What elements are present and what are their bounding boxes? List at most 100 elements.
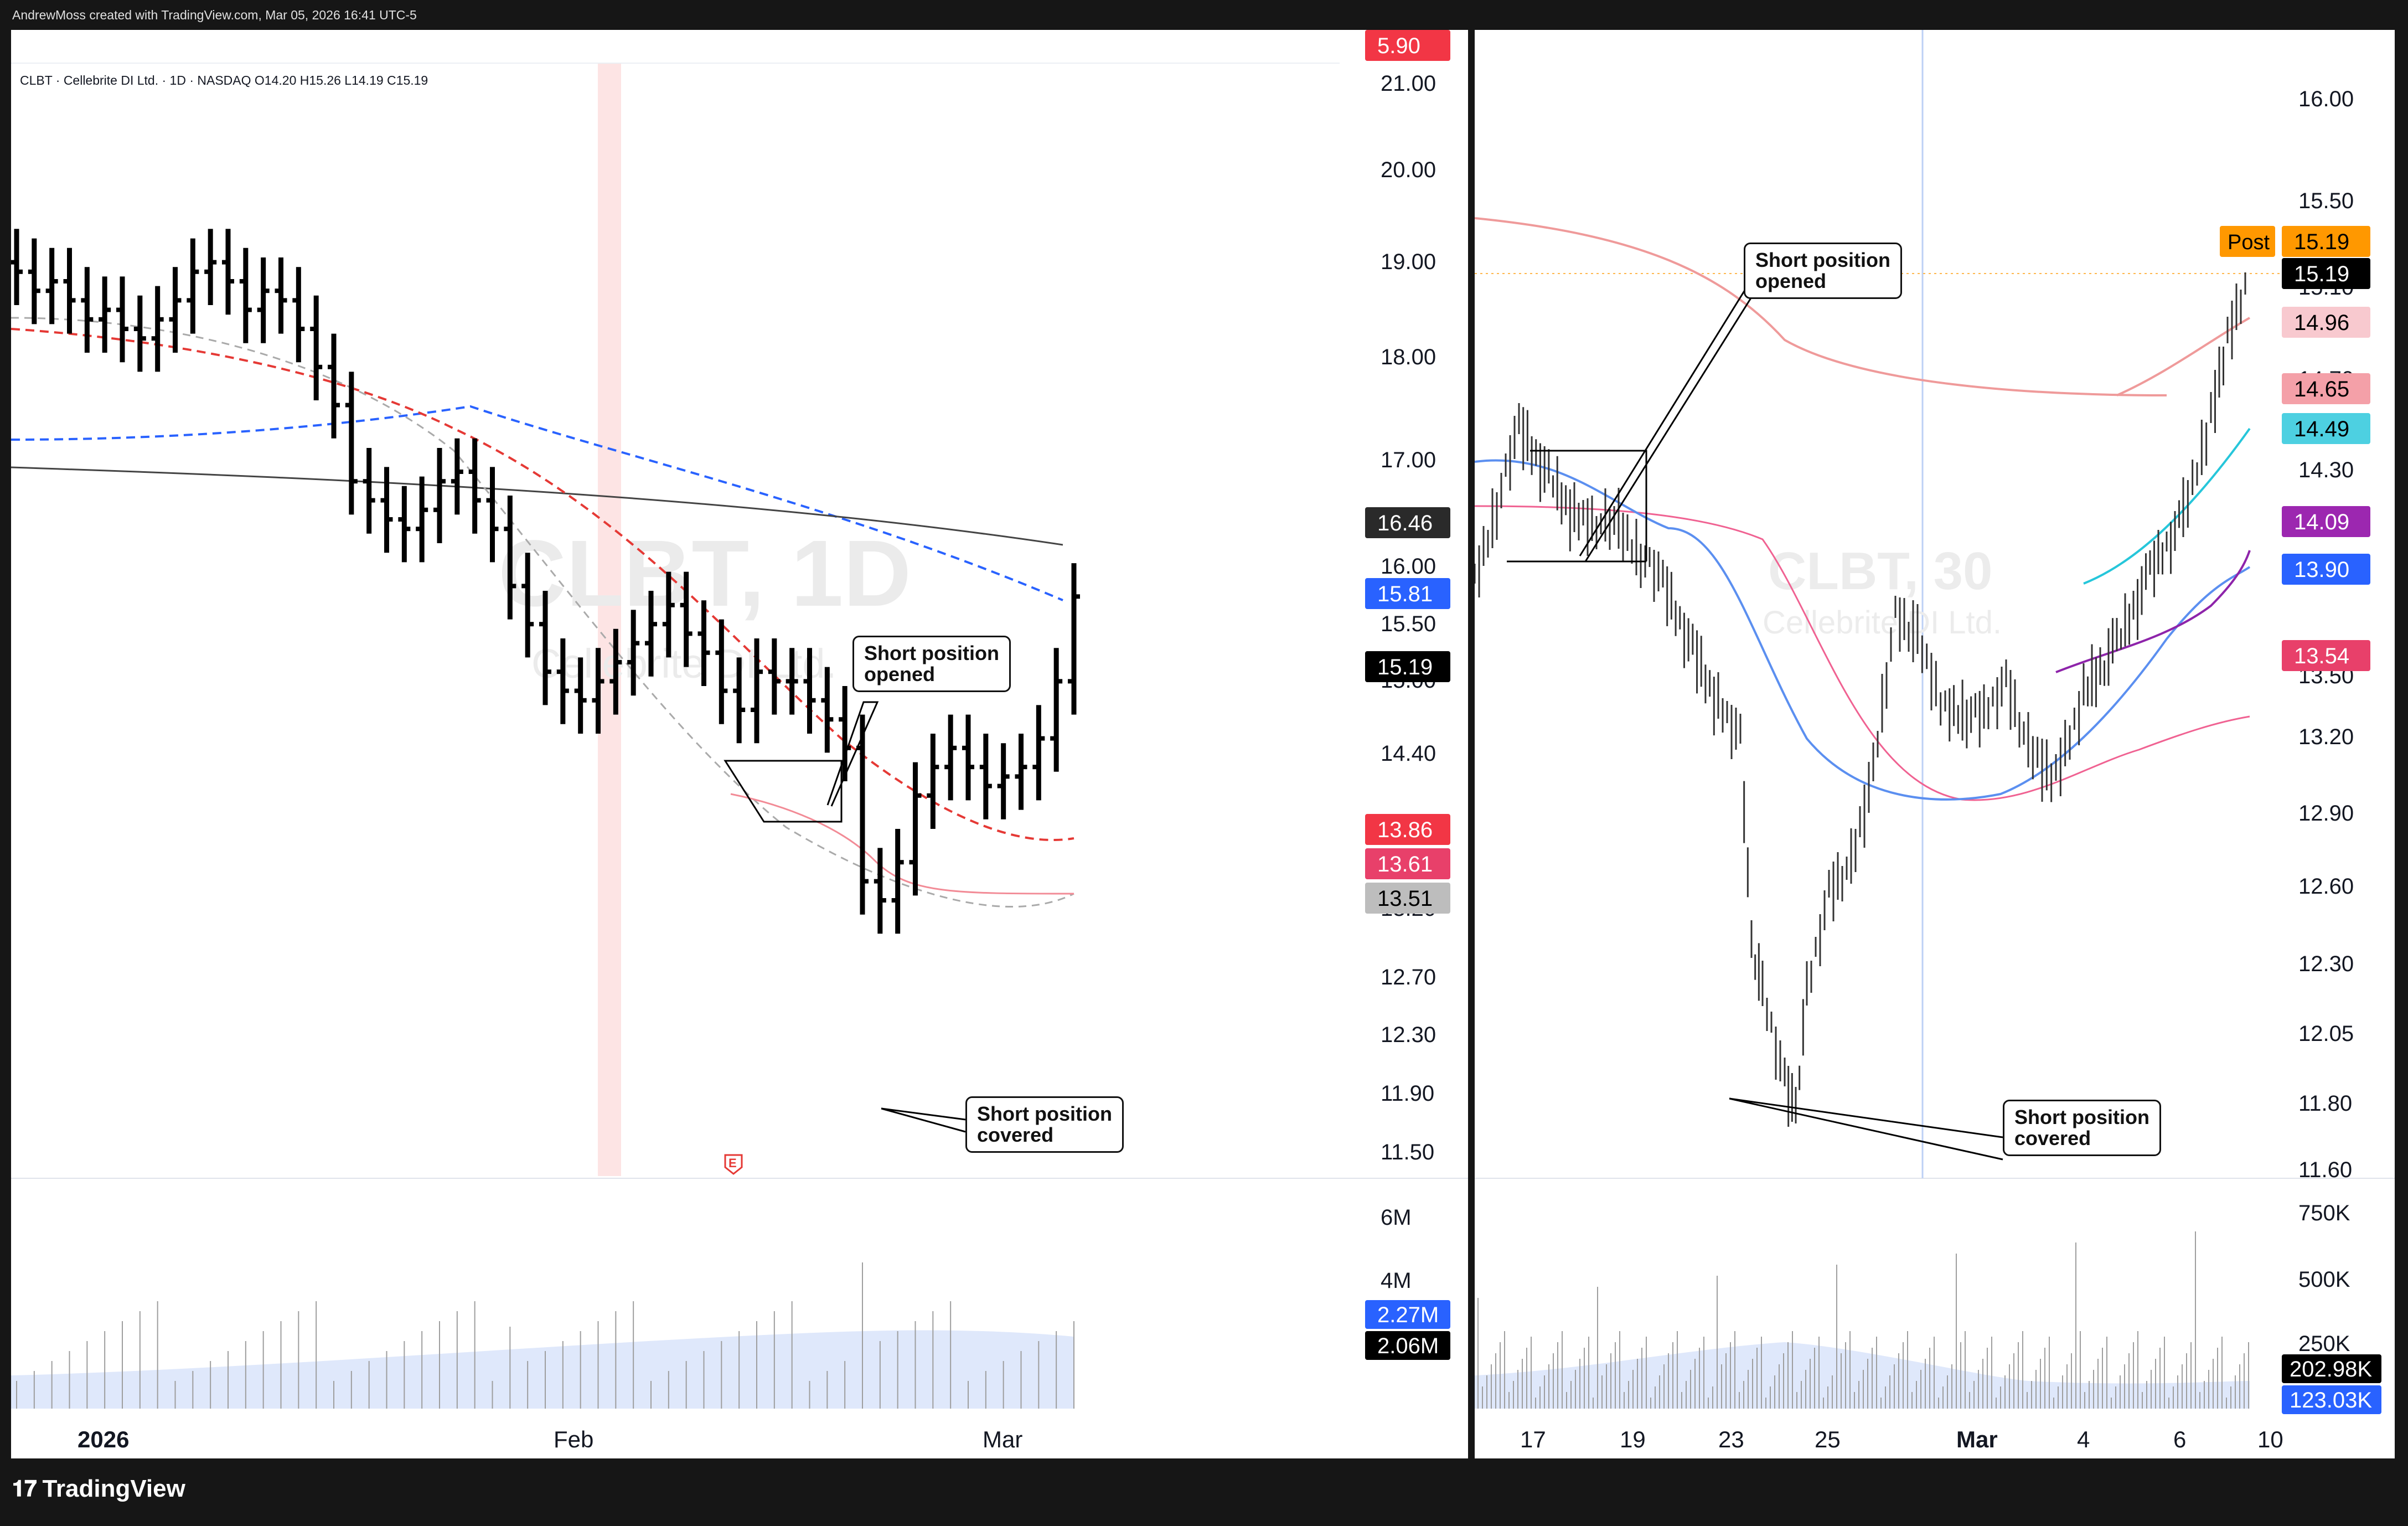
post-badge: [2220, 226, 2275, 257]
earnings-marker-label: E: [728, 1156, 737, 1170]
time-axis-label: 6: [2173, 1426, 2186, 1452]
annotation-short-covered-30m[interactable]: Short position covered: [2003, 1100, 2161, 1156]
time-axis-label: Mar: [1956, 1426, 1998, 1452]
ma-black: [11, 466, 1063, 546]
price-badge-text: 14.65: [2294, 377, 2349, 401]
time-axis-label: 10: [2257, 1426, 2283, 1452]
brand-name: TradingView: [42, 1475, 185, 1502]
price-badge: [2282, 506, 2370, 537]
price-axis-label: 12.60: [2298, 874, 2354, 899]
watermark-name: Cellebrite DI Ltd.: [1763, 605, 2002, 641]
price-badge: [1365, 883, 1450, 914]
daily-chart-panel[interactable]: CLBT, 1DCellebrite DI Ltd.E21.0020.0019.…: [11, 30, 1468, 1458]
price-badge: [2282, 307, 2370, 338]
watermark-symbol: CLBT, 30: [1768, 542, 1992, 601]
price-axis-label: 15.50: [2298, 189, 2354, 213]
chart-caption: AndrewMoss created with TradingView.com,…: [12, 8, 417, 22]
time-axis-label: 19: [1620, 1426, 1646, 1452]
volume-axis-label: 750K: [2298, 1201, 2350, 1225]
price-badge: [2282, 413, 2370, 444]
ma-grey-dashed: [11, 317, 1074, 908]
time-axis-label: 2026: [77, 1426, 129, 1452]
symbol-legend: CLBT · Cellebrite DI Ltd. · 1D · NASDAQ …: [20, 73, 428, 87]
price-badge-text: 13.90: [2294, 558, 2349, 582]
ma-pink: [1475, 505, 2250, 801]
intraday-chart-panel[interactable]: CLBT, 30 Cellebrite DI Ltd. 16.00 15.50 15.1…: [1475, 30, 2395, 1458]
price-badge-text: 14.09: [2294, 510, 2349, 534]
price-badge: [2282, 226, 2370, 257]
ma-cyan: [2083, 427, 2251, 585]
price-badge-text: 13.86: [1377, 818, 1433, 842]
volume-badge: [1365, 1300, 1450, 1329]
price-axis-label: 11.50: [1381, 1140, 1434, 1164]
intraday-chart-canvas[interactable]: CLBT, 30 Cellebrite DI Ltd. 16.00 15.50 15.1…: [1475, 30, 2395, 1458]
price-badge: [1365, 848, 1450, 879]
volume-badge-text: 2.06M: [1377, 1334, 1439, 1358]
volume-axis-label: 250K: [2298, 1332, 2350, 1356]
price-axis-label: 12.70: [1381, 965, 1436, 989]
volume-badge-text: 202.98K: [2290, 1357, 2372, 1381]
volume-badge: [1365, 1331, 1450, 1360]
volume-badge-text: 123.03K: [2290, 1388, 2372, 1412]
daily-chart-canvas[interactable]: CLBT, 1DCellebrite DI Ltd.E21.0020.0019.…: [11, 30, 1468, 1458]
volume-ma-area: [11, 1330, 1074, 1409]
price-badge: [2282, 554, 2370, 585]
ma-pink: [730, 793, 1074, 895]
price-axis-label: 11.90: [1381, 1081, 1434, 1106]
price-badge: [2282, 373, 2370, 404]
price-axis-label: 19.00: [1381, 250, 1436, 274]
time-axis-label: 25: [1815, 1426, 1841, 1452]
annotation-open-pointer: [1579, 289, 1758, 562]
time-axis-label: 17: [1520, 1426, 1546, 1452]
price-badge-text: 15.81: [1377, 582, 1433, 606]
price-axis-label: 17.00: [1381, 448, 1436, 472]
price-badge-text: 15.19: [1377, 655, 1433, 679]
price-axis-label: 12.30: [1381, 1023, 1436, 1047]
annotation-short-opened-30m[interactable]: Short position opened: [1744, 243, 1902, 299]
price-axis-label: 14.40: [1381, 741, 1436, 766]
ma-light-red: [1475, 217, 2167, 396]
price-axis-label: 16.00: [2298, 87, 2354, 111]
price-axis-label: 18.00: [1381, 345, 1436, 369]
volume-axis-label: 4M: [1381, 1269, 1412, 1293]
price-axis-label: 11.60: [2298, 1158, 2352, 1182]
price-badge-text: 16.46: [1377, 511, 1433, 535]
short-entry-box: [724, 760, 843, 823]
price-badge: [2282, 640, 2370, 671]
annotation-cover-pointer: [1729, 1097, 2003, 1161]
price-badge: [1365, 814, 1450, 845]
time-axis-label: 23: [1718, 1426, 1744, 1452]
price-axis-label: 12.05: [2298, 1022, 2354, 1046]
price-badge: [1365, 651, 1450, 682]
earnings-marker-icon: [724, 1154, 743, 1175]
price-axis-label: 14.30: [2298, 458, 2354, 482]
annotation-cover-pointer: [881, 1107, 966, 1133]
post-badge-text: Post: [2228, 231, 2270, 254]
price-badge-text: 13.51: [1377, 886, 1433, 911]
ma-light-red-2: [2116, 317, 2250, 396]
short-entry-box: [1507, 450, 1647, 563]
ma-blue: [1475, 459, 2251, 801]
price-badge: [1365, 578, 1450, 609]
time-axis-label: 4: [2077, 1426, 2090, 1452]
annotation-open-pointer: [826, 701, 879, 807]
volume-badge-text: 2.27M: [1377, 1303, 1439, 1327]
ma-purple: [2055, 550, 2251, 673]
volume-badge: [2282, 1385, 2381, 1414]
tradingview-footer[interactable]: 𝟏𝟕 TradingView: [12, 1475, 185, 1503]
price-badge: [2282, 258, 2370, 289]
annotation-short-opened[interactable]: Short position opened: [852, 636, 1011, 692]
volume-axis-label: 6M: [1381, 1205, 1412, 1230]
price-badge-text: 15.19: [2294, 262, 2349, 286]
price-badge-text: 5.90: [1377, 34, 1420, 58]
price-badge: [1365, 507, 1450, 538]
volume-axis-label: 500K: [2298, 1267, 2350, 1292]
price-badge-text: 14.96: [2294, 311, 2349, 335]
ma-blue-dashed: [11, 405, 1063, 601]
annotation-short-covered[interactable]: Short position covered: [965, 1096, 1124, 1153]
tradingview-logo-icon: 𝟏𝟕: [12, 1476, 37, 1501]
volume-badge: [2282, 1354, 2381, 1383]
price-axis-label: 20.00: [1381, 158, 1436, 182]
time-axis-label: Feb: [554, 1426, 593, 1452]
price-badge: [1365, 30, 1450, 61]
